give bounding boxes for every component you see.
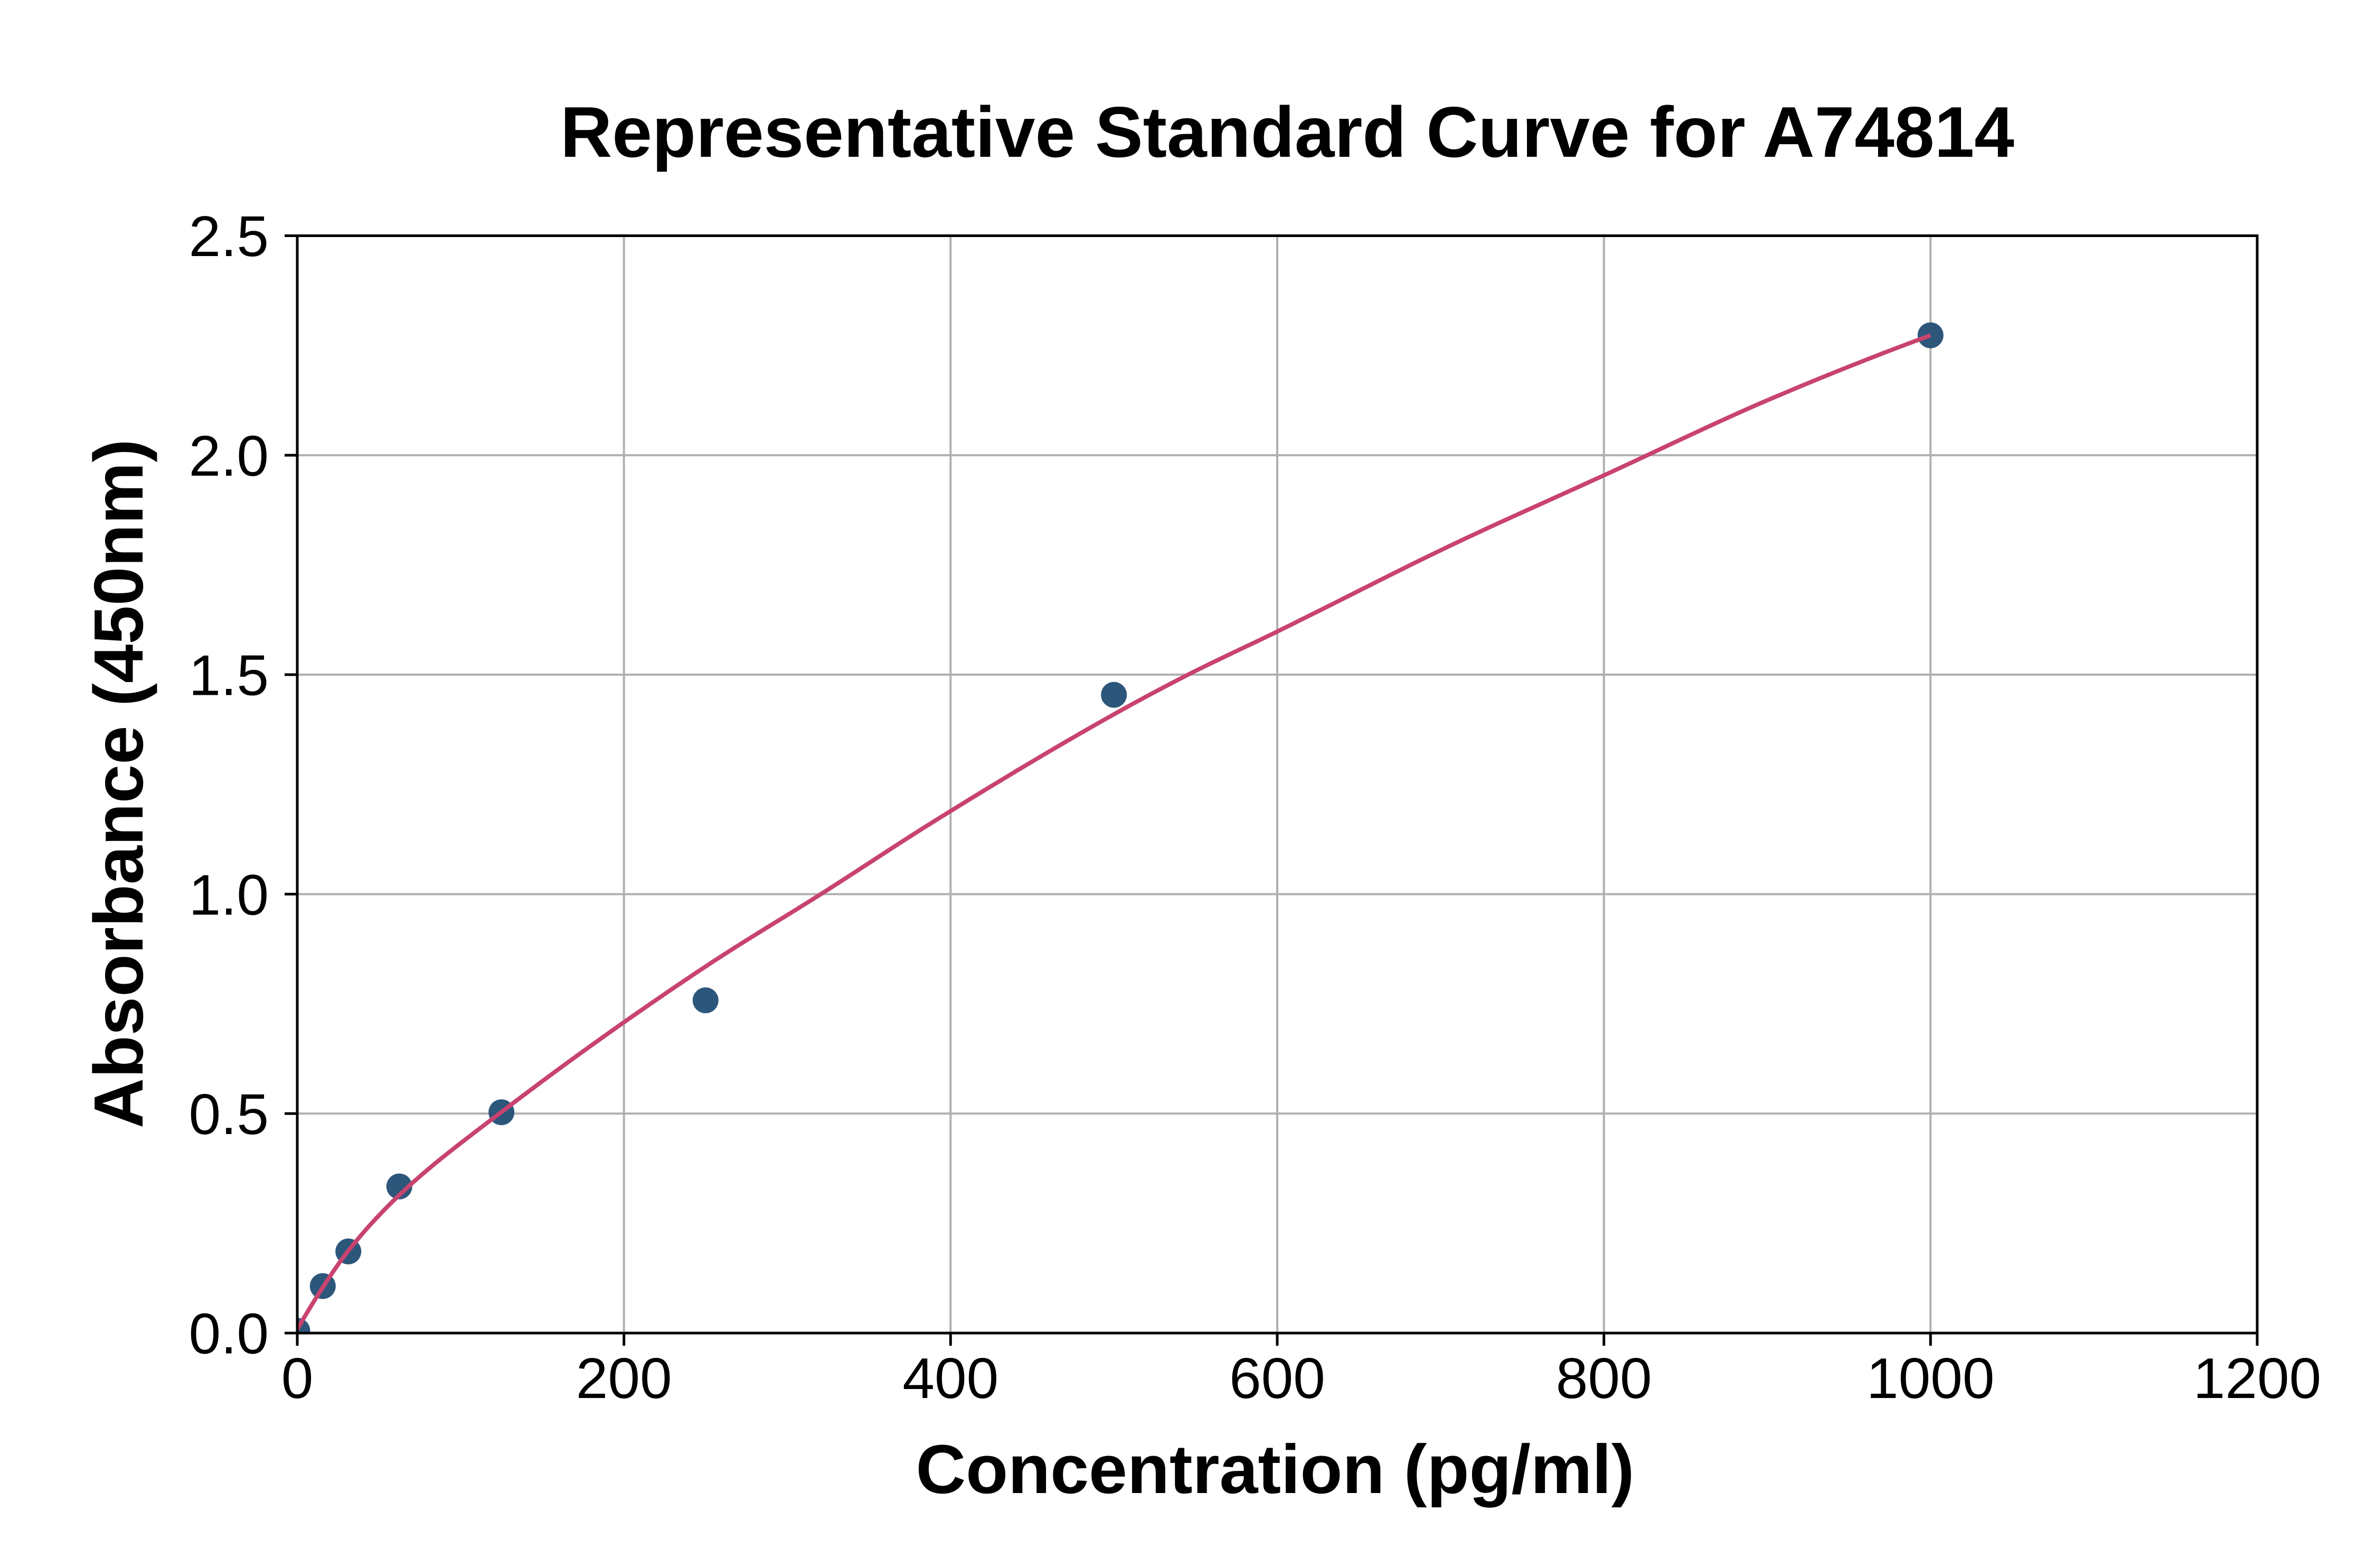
svg-text:0: 0 bbox=[281, 1346, 314, 1411]
svg-text:2.0: 2.0 bbox=[188, 424, 269, 488]
svg-text:1.5: 1.5 bbox=[188, 644, 269, 708]
svg-text:200: 200 bbox=[576, 1346, 672, 1411]
svg-text:800: 800 bbox=[1556, 1346, 1652, 1411]
svg-text:1000: 1000 bbox=[1866, 1346, 1994, 1411]
svg-text:2.5: 2.5 bbox=[188, 204, 269, 269]
svg-text:1200: 1200 bbox=[2193, 1346, 2321, 1411]
svg-text:400: 400 bbox=[902, 1346, 998, 1411]
svg-text:600: 600 bbox=[1229, 1346, 1325, 1411]
svg-text:0.5: 0.5 bbox=[188, 1082, 269, 1147]
svg-text:Representative Standard Curve: Representative Standard Curve for A74814 bbox=[560, 92, 2014, 172]
svg-text:1.0: 1.0 bbox=[188, 863, 269, 927]
svg-text:Absorbance (450nm): Absorbance (450nm) bbox=[80, 439, 157, 1129]
svg-text:Concentration (pg/ml): Concentration (pg/ml) bbox=[916, 1430, 1635, 1508]
svg-text:0.0: 0.0 bbox=[188, 1302, 269, 1366]
